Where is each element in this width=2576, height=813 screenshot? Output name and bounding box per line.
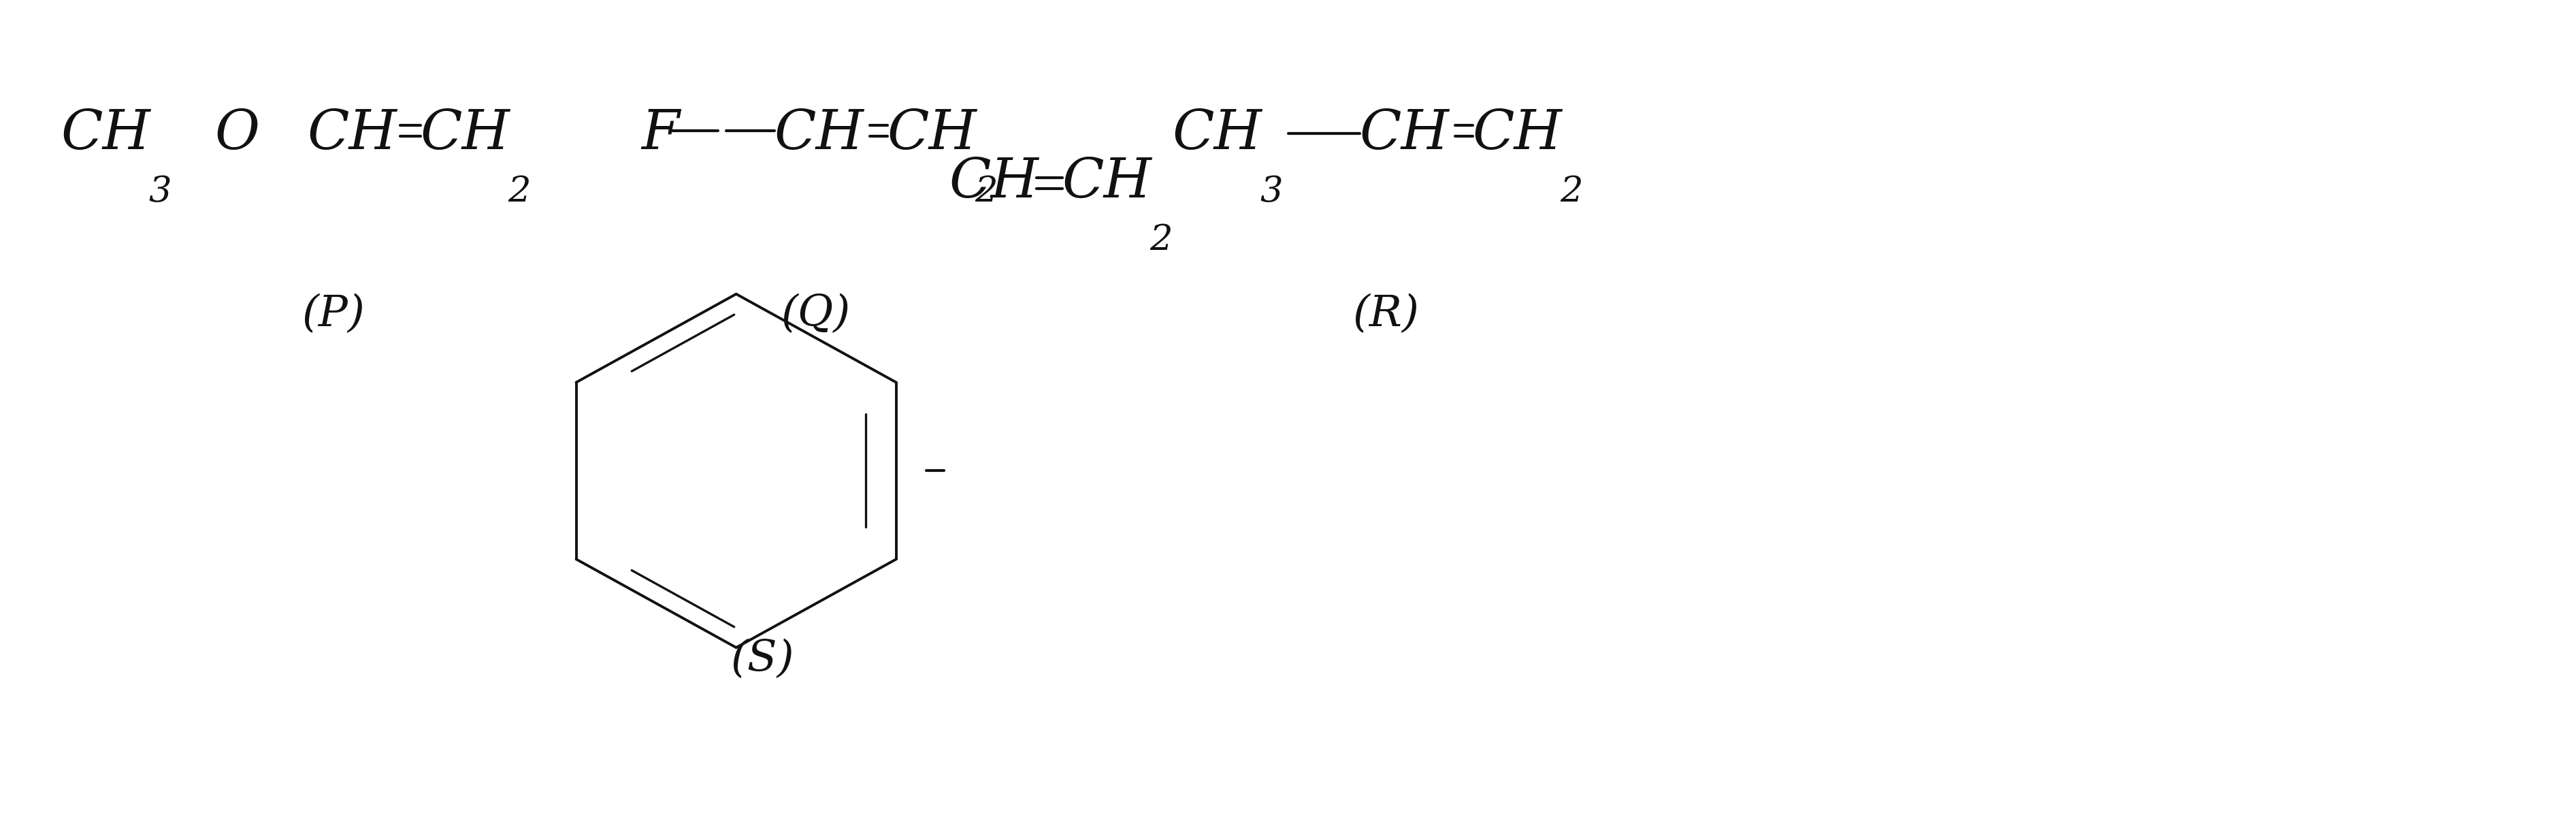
- Text: (S): (S): [729, 639, 793, 680]
- Text: F: F: [641, 108, 680, 161]
- Text: CH: CH: [1473, 108, 1564, 161]
- Text: (Q): (Q): [781, 293, 850, 335]
- Text: 3: 3: [1260, 174, 1283, 209]
- Text: (P): (P): [301, 293, 366, 335]
- Text: 2: 2: [1561, 174, 1582, 209]
- Text: 3: 3: [149, 174, 170, 209]
- Text: CH: CH: [889, 108, 976, 161]
- Text: CH: CH: [948, 156, 1038, 209]
- Text: CH: CH: [775, 108, 866, 161]
- Text: O: O: [216, 108, 260, 161]
- Text: CH: CH: [1061, 156, 1151, 209]
- Text: CH: CH: [62, 108, 152, 161]
- Text: CH: CH: [1360, 108, 1450, 161]
- Text: 2: 2: [1149, 223, 1172, 257]
- Text: 2: 2: [974, 174, 997, 209]
- Text: (R): (R): [1352, 293, 1419, 335]
- Text: 2: 2: [507, 174, 531, 209]
- Text: CH: CH: [1172, 108, 1262, 161]
- Text: CH: CH: [307, 108, 397, 161]
- Text: CH: CH: [420, 108, 510, 161]
